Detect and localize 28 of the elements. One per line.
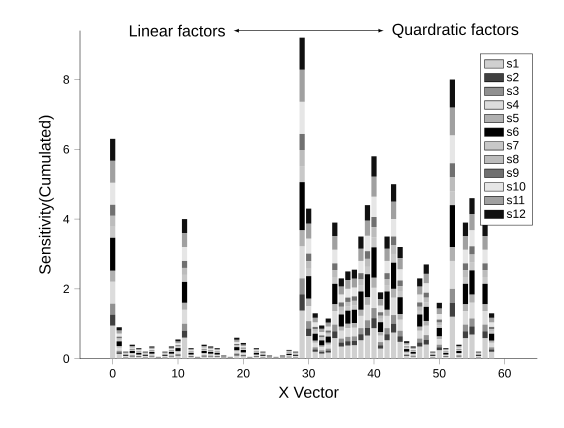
x-tick-label: 30 — [302, 369, 315, 378]
x-axis-title: X Vector — [278, 386, 339, 398]
legend-label: s8 — [506, 154, 519, 164]
annotation: Linear factors — [130, 24, 225, 37]
y-tick-label: 0 — [63, 354, 70, 363]
annotation: Quardratic factors — [392, 23, 518, 38]
x-tick-label: 50 — [433, 369, 446, 378]
legend-label: s9 — [506, 168, 519, 177]
legend-label: s12 — [506, 209, 526, 218]
legend-label: s3 — [506, 86, 519, 96]
x-tick-label: 0 — [110, 369, 116, 378]
legend-label: s2 — [506, 72, 519, 82]
legend-label: s7 — [506, 141, 519, 150]
legend-label: s1 — [506, 59, 519, 68]
x-tick-label: 20 — [237, 369, 250, 378]
legend-label: s10 — [506, 182, 526, 191]
y-tick-label: 8 — [63, 75, 70, 84]
x-tick-label: 10 — [172, 369, 184, 378]
y-tick-label: 4 — [63, 214, 70, 224]
x-tick-label: 40 — [368, 369, 380, 378]
x-tick-label: 60 — [498, 369, 511, 378]
legend-label: s11 — [506, 196, 524, 204]
legend-label: s4 — [506, 100, 519, 109]
y-tick-label: 2 — [64, 284, 69, 294]
legend-label: s5 — [506, 114, 519, 122]
y-axis-title: Sensitivity(Cumulated) — [38, 116, 54, 274]
y-tick-label: 6 — [64, 145, 70, 154]
legend-label: s6 — [506, 127, 519, 136]
